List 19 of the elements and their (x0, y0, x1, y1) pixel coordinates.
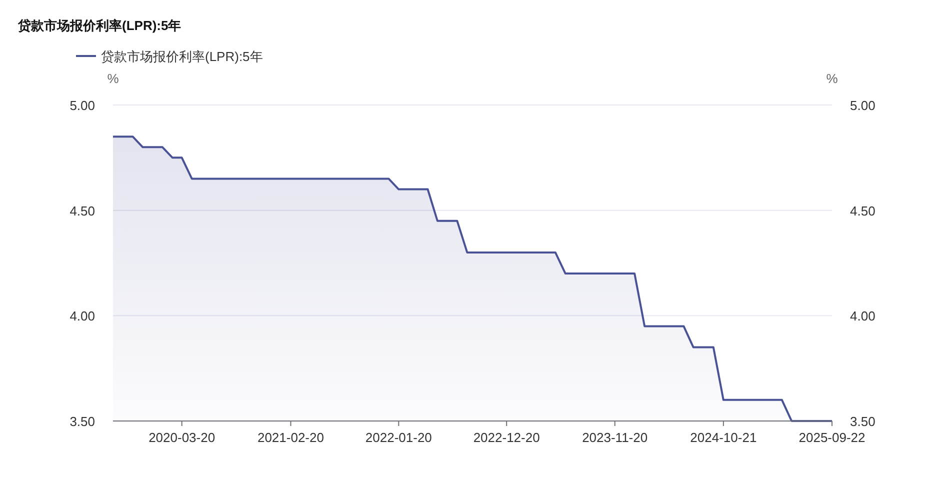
y2-tick-label: 3.50 (850, 414, 876, 429)
x-tick-label: 2025-09-22 (798, 430, 866, 445)
y2-axis-title: % (826, 71, 838, 86)
y2-tick-label: 4.50 (850, 203, 876, 218)
y-tick-label: 5.00 (70, 98, 95, 113)
y-axis-title: % (107, 71, 120, 86)
x-tick-label: 2022-01-20 (365, 430, 432, 445)
y2-tick-label: 5.00 (850, 98, 876, 113)
y-tick-label: 4.50 (70, 203, 95, 218)
x-tick-label: 2020-03-20 (148, 430, 216, 445)
x-tick-label: 2024-10-21 (690, 430, 757, 445)
chart-title: 贷款市场报价利率(LPR):5年 (17, 18, 182, 33)
x-tick-label: 2022-12-20 (473, 430, 540, 445)
x-tick-label: 2021-02-20 (257, 430, 324, 445)
x-tick-label: 2023-11-20 (582, 430, 648, 445)
legend-label: 贷款市场报价利率(LPR):5年 (101, 49, 263, 64)
y-tick-label: 4.00 (70, 308, 95, 324)
y2-tick-label: 4.00 (850, 308, 876, 324)
y-tick-label: 3.50 (70, 414, 95, 429)
